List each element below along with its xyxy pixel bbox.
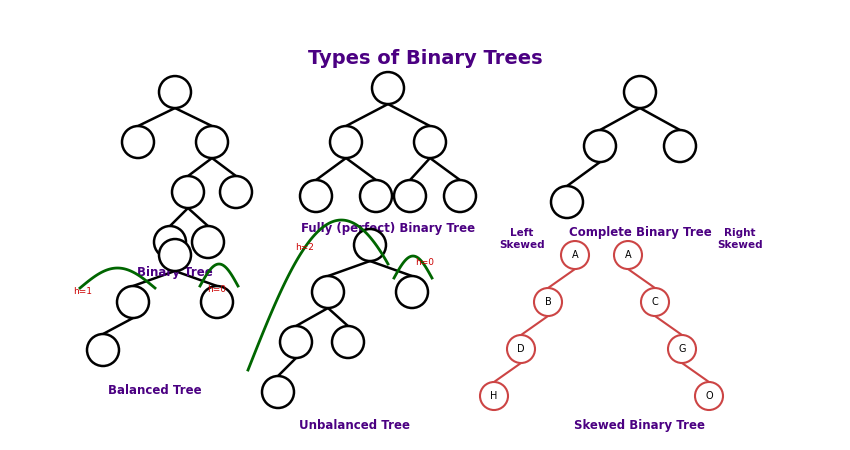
Circle shape [196, 126, 228, 158]
Circle shape [668, 335, 696, 363]
Circle shape [584, 130, 616, 162]
Circle shape [354, 229, 386, 261]
Circle shape [394, 180, 426, 212]
Circle shape [624, 76, 656, 108]
Circle shape [312, 276, 344, 308]
Circle shape [87, 334, 119, 366]
Circle shape [117, 286, 149, 318]
Text: D: D [517, 344, 524, 354]
Text: B: B [545, 297, 552, 307]
Text: the knowledgeacademy: the knowledgeacademy [654, 14, 829, 28]
Text: Types of Binary Trees: Types of Binary Trees [308, 49, 542, 68]
Circle shape [360, 180, 392, 212]
Circle shape [664, 130, 696, 162]
Circle shape [695, 382, 723, 410]
Circle shape [280, 326, 312, 358]
Circle shape [332, 326, 364, 358]
Circle shape [396, 276, 428, 308]
Circle shape [300, 180, 332, 212]
Circle shape [159, 76, 191, 108]
Text: O: O [706, 391, 713, 401]
Text: G: G [678, 344, 686, 354]
Text: A: A [625, 250, 632, 260]
Circle shape [372, 72, 404, 104]
Circle shape [480, 382, 508, 410]
Circle shape [614, 241, 642, 269]
Text: h=1: h=1 [73, 287, 92, 296]
Text: Skewed Binary Tree: Skewed Binary Tree [575, 418, 706, 432]
Text: Balanced Tree: Balanced Tree [108, 383, 201, 396]
Circle shape [122, 126, 154, 158]
Circle shape [551, 186, 583, 218]
Circle shape [172, 176, 204, 208]
Text: h=2: h=2 [295, 243, 314, 252]
Circle shape [534, 288, 562, 316]
Circle shape [330, 126, 362, 158]
Circle shape [507, 335, 535, 363]
Circle shape [154, 226, 186, 258]
Text: Binary Tree: Binary Tree [137, 266, 212, 279]
Circle shape [201, 286, 233, 318]
Text: Unbalanced Tree: Unbalanced Tree [299, 418, 411, 432]
Text: A: A [572, 250, 578, 260]
Text: H: H [490, 391, 498, 401]
Text: h=0: h=0 [207, 285, 226, 294]
Circle shape [159, 239, 191, 271]
Circle shape [192, 226, 224, 258]
Circle shape [444, 180, 476, 212]
Text: Fully (perfect) Binary Tree: Fully (perfect) Binary Tree [301, 221, 475, 234]
Text: Complete Binary Tree: Complete Binary Tree [569, 225, 711, 238]
Text: h=0: h=0 [415, 258, 434, 267]
Text: Right
Skewed: Right Skewed [717, 228, 762, 250]
Circle shape [414, 126, 446, 158]
Circle shape [561, 241, 589, 269]
Circle shape [220, 176, 252, 208]
Text: Left
Skewed: Left Skewed [499, 228, 545, 250]
Text: C: C [652, 297, 659, 307]
Circle shape [262, 376, 294, 408]
Circle shape [641, 288, 669, 316]
